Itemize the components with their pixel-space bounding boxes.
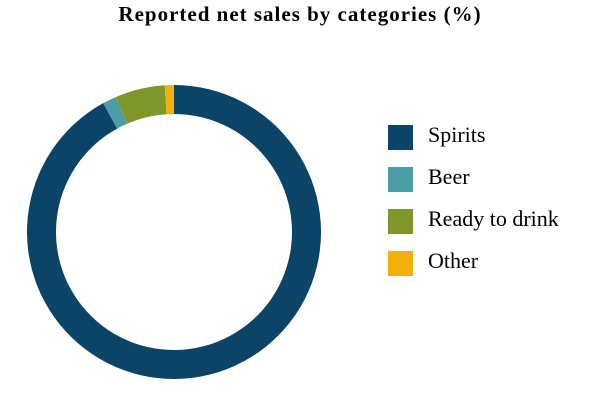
- donut-segment: [164, 85, 174, 115]
- legend-label: Other: [428, 248, 479, 273]
- legend-label: Beer: [428, 164, 470, 189]
- chart-title: Reported net sales by categories (%): [118, 2, 481, 26]
- legend-label: Spirits: [428, 122, 485, 147]
- legend-swatch: [388, 251, 413, 276]
- legend-swatch: [388, 209, 413, 234]
- donut-segment: [115, 85, 167, 124]
- donut-segment: [26, 85, 321, 379]
- donut-segment: [103, 97, 128, 129]
- legend-label: Ready to drink: [428, 206, 559, 231]
- legend-swatch: [388, 167, 413, 192]
- legend-swatch: [388, 125, 413, 150]
